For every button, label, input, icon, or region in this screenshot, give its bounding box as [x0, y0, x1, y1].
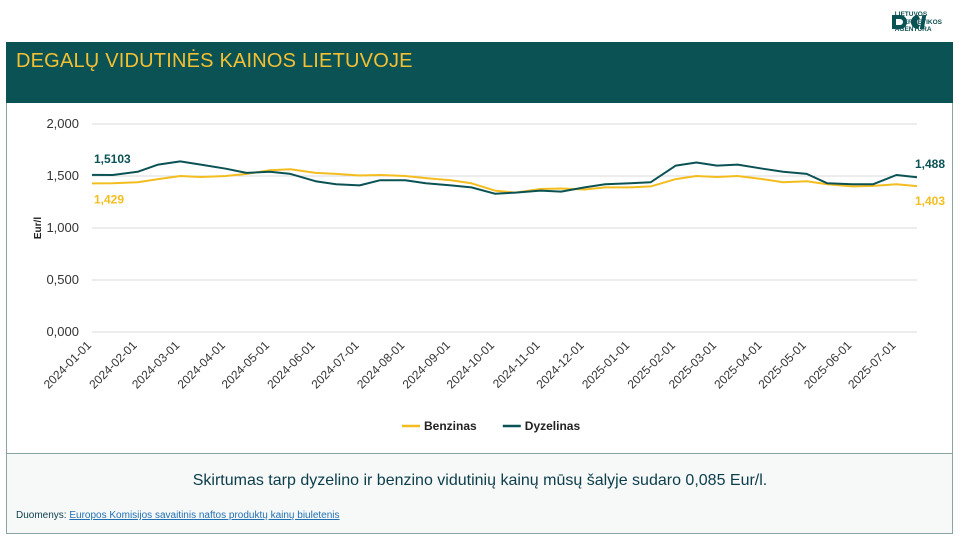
x-tick-label: 2024-07-01 [308, 338, 362, 392]
data-label-end: 1,488 [915, 157, 945, 171]
logo-line-3: AGENTŪRA [894, 26, 932, 33]
x-tick-label: 2024-01-01 [41, 338, 95, 392]
line-chart: 0,000 0,500 1,000 1,500 2,000 Eur/l 2024-01-01… [33, 116, 945, 433]
x-tick-label: 2025-01-01 [579, 338, 633, 392]
page-title: DEGALŲ VIDUTINĖS KAINOS LIETUVOJE [16, 50, 413, 72]
data-label-start: 1,429 [94, 192, 124, 206]
source-prefix: Duomenys: [16, 510, 70, 521]
title-bar [6, 42, 953, 103]
legend-entry: Benzinas [424, 419, 477, 433]
x-tick-label: 2024-10-01 [444, 338, 498, 392]
summary-text: Skirtumas tarp dyzelino ir benzino vidut… [192, 472, 768, 489]
series-line-benzinas [91, 168, 918, 194]
lea-logo-icon [891, 15, 926, 29]
logo-line-1: LIETUVOS [894, 11, 928, 18]
x-tick-label: 2025-07-01 [845, 338, 899, 392]
x-tick-label: 2024-05-01 [219, 338, 273, 392]
source-link[interactable]: Europos Komisijos savaitinis naftos prod… [69, 510, 340, 521]
logo: LIETUVOS ENERGETIKOS AGENTŪRA [890, 11, 942, 34]
y-tick-label: 1,000 [46, 220, 79, 235]
data-label-start: 1,5103 [94, 152, 131, 166]
x-tick-label: 2024-08-01 [354, 338, 408, 392]
y-axis-label: Eur/l [33, 217, 44, 239]
y-tick-label: 0,000 [46, 324, 79, 339]
legend-entry: Dyzelinas [525, 419, 581, 433]
logo-line-2: ENERGETIKOS [894, 18, 942, 26]
y-tick-label: 2,000 [46, 116, 79, 131]
x-tick-label: 2024-12-01 [533, 338, 587, 392]
y-tick-label: 1,500 [46, 168, 79, 183]
top-bar: LIETUVOS ENERGETIKOS AGENTŪRA [0, 0, 960, 40]
chart-area: 0,000 0,500 1,000 1,500 2,000 Eur/l 2024-01-01… [7, 103, 952, 454]
x-tick-label: 2025-05-01 [756, 338, 810, 392]
source-note: Duomenys: Europos Komisijos savaitinis n… [16, 510, 340, 521]
data-label-end: 1,403 [915, 194, 945, 208]
y-tick-label: 0,500 [46, 272, 79, 287]
series-line-dyzelinas [91, 160, 918, 195]
logo-text: LIETUVOS ENERGETIKOS AGENTŪRA [895, 11, 942, 34]
